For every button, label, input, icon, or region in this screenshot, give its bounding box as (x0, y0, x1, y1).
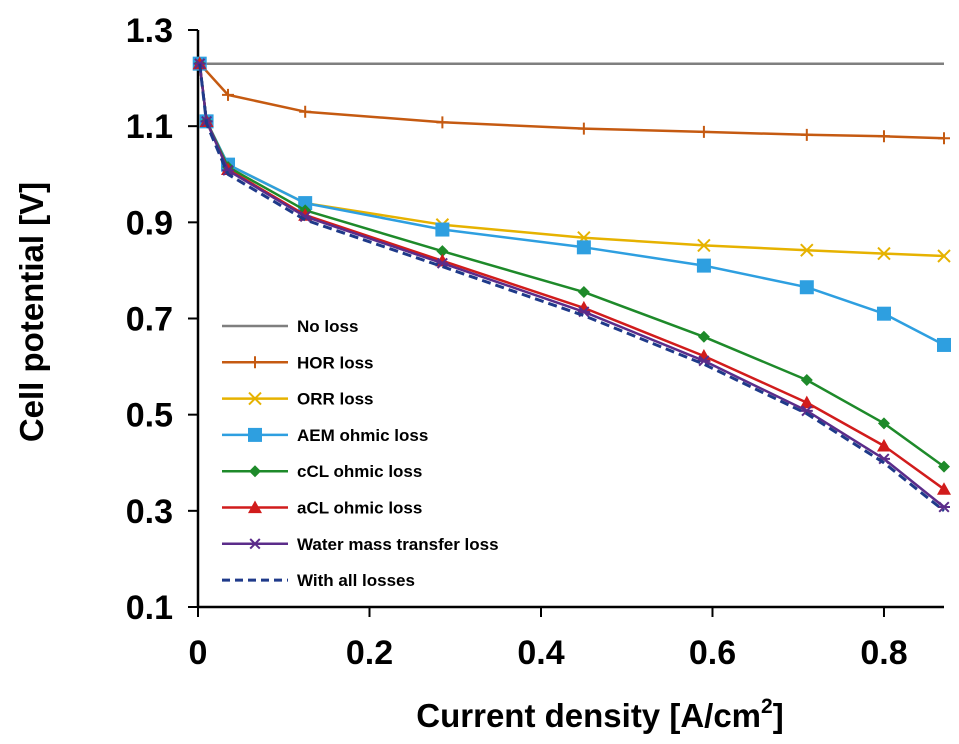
data-point (937, 482, 951, 495)
data-point (877, 130, 890, 143)
legend-item: HOR loss (222, 353, 374, 372)
data-point (193, 58, 206, 70)
series-line (198, 63, 945, 512)
data-point (298, 196, 313, 211)
legend-item: With all losses (222, 571, 415, 590)
data-point (876, 438, 891, 452)
legend-label: No loss (297, 317, 358, 336)
data-point (938, 132, 950, 145)
data-point (435, 222, 450, 237)
data-point (800, 128, 813, 141)
y-tick-label: 1.1 (126, 108, 173, 146)
legend-label: ORR loss (297, 390, 374, 409)
legend-label: With all losses (297, 571, 415, 590)
y-tick-label: 0.5 (126, 397, 173, 435)
legend-item: AEM ohmic loss (222, 426, 428, 445)
data-point (696, 258, 711, 273)
series-hor-loss (193, 57, 950, 145)
data-point (937, 249, 951, 263)
data-point (877, 246, 891, 261)
data-point (799, 395, 814, 409)
y-tick-label: 1.3 (126, 12, 173, 50)
legend-item: aCL ohmic loss (222, 499, 422, 518)
y-axis-title: Cell potential [V] (13, 182, 50, 442)
legend-item: ORR loss (222, 390, 374, 409)
data-point (800, 243, 814, 257)
data-point (876, 306, 891, 321)
x-axis-title-sup: 2 (761, 695, 773, 718)
data-point (222, 164, 235, 176)
legend-marker (248, 500, 262, 514)
data-point (697, 330, 710, 343)
x-axis-title: Current density [A/cm2] (416, 695, 783, 734)
data-point (436, 245, 449, 258)
axes: 0.1 0.3 0.5 0.7 0.9 1.1 1.3 0 0.2 0.4 0.6 0.8 (126, 12, 944, 672)
data-point (697, 125, 710, 138)
data-point (938, 460, 950, 473)
data-point (937, 337, 951, 352)
series-orr-loss (193, 56, 951, 263)
series-line (198, 63, 945, 258)
y-tick-label: 0.3 (126, 493, 173, 531)
data-point (938, 501, 950, 513)
series-ccl-ohmic-loss (193, 57, 950, 473)
y-tick-label: 0.1 (126, 589, 173, 627)
data-point (299, 105, 312, 118)
legend-marker (248, 391, 262, 406)
data-point (877, 417, 890, 430)
x-tick-label: 0.4 (517, 634, 564, 672)
legend-label: cCL ohmic loss (297, 462, 422, 481)
legend-label: AEM ohmic loss (297, 426, 428, 445)
data-point (799, 280, 814, 295)
legend: No loss HOR loss ORR loss AEM ohmic loss cCL… (222, 317, 499, 590)
data-point (577, 286, 590, 299)
x-axis-title-main: Current density [A/cm (416, 697, 761, 734)
legend-marker (248, 427, 262, 442)
x-tick-label: 0.6 (689, 634, 736, 672)
legend-marker (249, 465, 261, 478)
series-layer (192, 56, 951, 513)
legend-item: No loss (222, 317, 358, 336)
legend-item: cCL ohmic loss (222, 462, 422, 481)
legend-item: Water mass transfer loss (222, 535, 499, 554)
data-point (697, 238, 711, 253)
data-point (576, 240, 591, 255)
x-axis-title-end: ] (773, 697, 784, 734)
series-line (198, 62, 945, 140)
legend-marker (249, 356, 261, 369)
x-tick-label: 0 (189, 634, 208, 672)
data-point (697, 355, 710, 367)
legend-marker (249, 538, 261, 550)
legend-label: aCL ohmic loss (297, 499, 422, 518)
data-point (222, 88, 235, 101)
x-tick-label: 0.8 (860, 634, 907, 672)
legend-label: Water mass transfer loss (297, 535, 499, 554)
data-point (436, 116, 449, 129)
series-with-all-losses (198, 63, 945, 512)
data-point (800, 374, 813, 387)
y-tick-label: 0.7 (126, 301, 173, 339)
legend-label: HOR loss (297, 353, 374, 372)
data-point (577, 122, 590, 135)
x-tick-label: 0.2 (346, 634, 393, 672)
y-tick-label: 0.9 (126, 204, 173, 242)
